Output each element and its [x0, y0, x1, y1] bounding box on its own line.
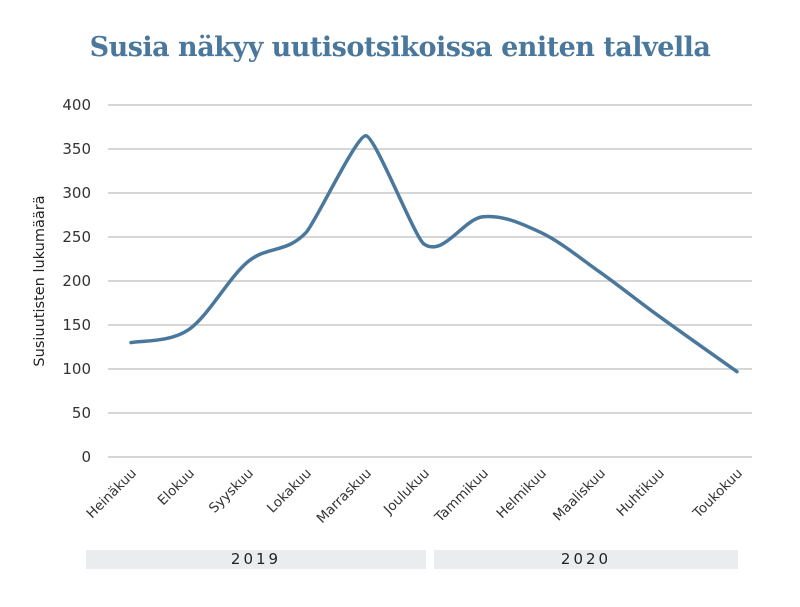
x-tick-label: Toukokuu: [689, 466, 745, 522]
year-group-2020: 2020: [434, 550, 738, 569]
year-group-2019: 2019: [86, 550, 426, 569]
x-tick-label: Elokuu: [155, 466, 198, 509]
chart-title: Susia näkyy uutisotsikoissa eniten talve…: [89, 32, 711, 63]
y-axis-label: Susiuutisten lukumäärä: [32, 195, 48, 366]
y-tick-label: 0: [81, 448, 91, 466]
x-tick-label: Heinäkuu: [84, 466, 140, 522]
x-tick-label: Syyskuu: [206, 466, 257, 517]
x-tick-label: Maaliskuu: [550, 466, 609, 525]
y-tick-label: 250: [62, 228, 91, 246]
series-line: [129, 134, 739, 374]
y-tick-label: 300: [62, 184, 91, 202]
x-tick-label: Helmikuu: [494, 466, 550, 522]
y-tick-label: 100: [62, 360, 91, 378]
x-tick-label: Tammikuu: [431, 466, 492, 527]
y-tick-label: 400: [62, 96, 91, 114]
y-axis-ticks: 0 50 100 150 200 250 300 350 400: [62, 96, 91, 466]
y-tick-label: 50: [72, 404, 91, 422]
x-tick-label: Joulukuu: [380, 466, 433, 519]
y-tick-label: 200: [62, 272, 91, 290]
x-tick-label: Lokakuu: [264, 466, 315, 517]
gridlines: [108, 104, 752, 458]
y-tick-label: 150: [62, 316, 91, 334]
x-tick-label: Marraskuu: [314, 466, 375, 527]
y-tick-label: 350: [62, 140, 91, 158]
x-tick-label: Huhtikuu: [614, 466, 668, 520]
